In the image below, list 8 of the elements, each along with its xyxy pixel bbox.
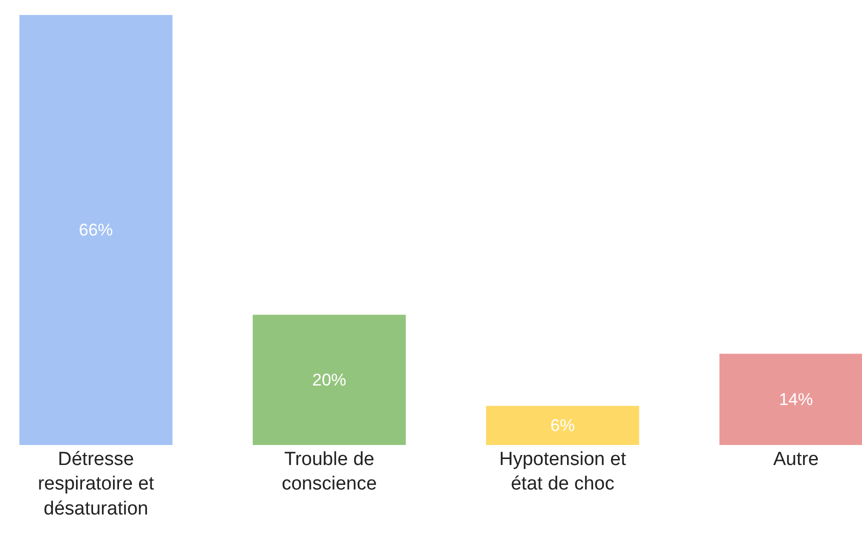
data-label: 20% — [312, 370, 346, 390]
x-tick-label: Autre — [773, 449, 819, 470]
x-tick-label: Hypotension et état de choc — [499, 449, 627, 495]
data-label: 14% — [778, 390, 813, 409]
data-label: 66% — [78, 220, 113, 240]
x-tick-label: Trouble de conscience — [282, 449, 377, 495]
data-label: 6% — [550, 416, 575, 435]
x-tick-label: Détresse respiratoire et désaturation — [38, 449, 155, 520]
